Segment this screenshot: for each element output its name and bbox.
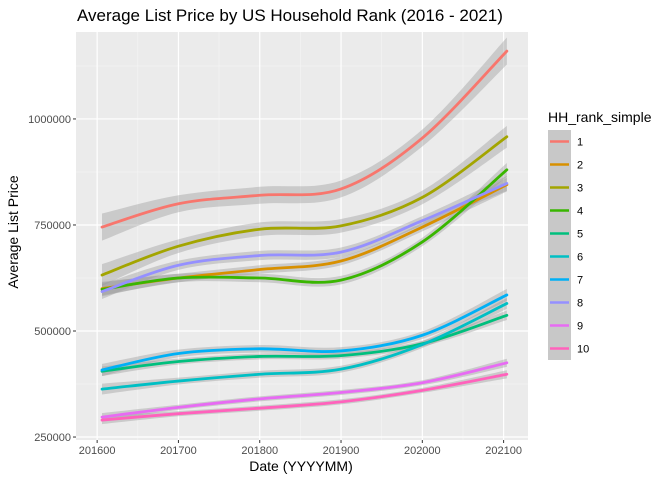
series-lines [100,49,509,422]
legend-label-9: 9 [577,321,583,333]
legend-label-4: 4 [577,206,583,218]
legend-label-10: 10 [577,344,589,356]
legend-label-3: 3 [577,183,583,195]
y-tick-label: 750000 [34,220,71,232]
legend-label-7: 7 [577,275,583,287]
x-tick-label: 201600 [79,445,116,457]
legend-label-1: 1 [577,137,583,149]
series-3-ribbon [102,125,507,286]
x-axis-title: Date (YYYYMM) [249,458,352,474]
y-axis: 250000 500000 750000 1000000 [28,114,76,444]
chart-title: Average List Price by US Household Rank … [77,6,503,25]
series-7-ribbon [102,288,507,377]
series-4-line [100,168,509,291]
y-tick-label: 1000000 [28,114,71,126]
series-1-ribbon [102,37,507,241]
x-tick-label: 202000 [404,445,441,457]
legend-label-5: 5 [577,229,583,241]
legend-label-2: 2 [577,160,583,172]
legend-label-6: 6 [577,252,583,264]
series-7-line [100,293,509,372]
legend-title: HH_rank_simple [548,109,652,125]
x-axis: 201600 201700 201800 201900 202000 202100 [79,440,522,457]
series-9-line [100,361,509,419]
x-tick-label: 202100 [485,445,522,457]
series-3-line [100,135,509,277]
major-gridlines [76,32,528,440]
y-tick-label: 500000 [34,326,71,338]
series-1-line [100,49,509,229]
series-6-line [100,302,509,391]
y-axis-title: Average List Price [5,175,21,289]
x-tick-label: 201900 [323,445,360,457]
y-tick-label: 250000 [34,432,71,444]
x-tick-label: 201700 [160,445,197,457]
series-10-line [100,372,509,422]
series-8-line [100,182,509,293]
legend: HH_rank_simple 1 2 3 4 5 6 7 8 9 10 [548,109,652,360]
legend-label-8: 8 [577,298,583,310]
x-tick-label: 201800 [241,445,278,457]
